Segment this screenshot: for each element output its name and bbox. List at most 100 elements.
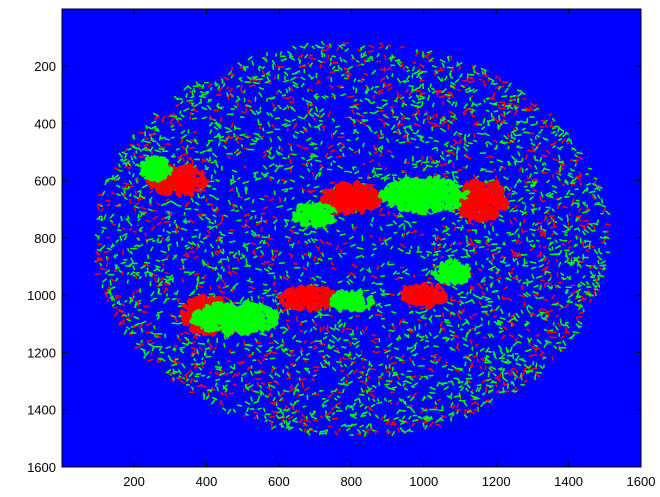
green-speckle [235,98,241,103]
red-speckle [342,242,348,245]
red-speckle [232,383,238,387]
green-speckle [191,117,198,120]
green-speckle [306,199,312,204]
red-speckle [226,86,230,90]
green-speckle [527,304,533,310]
green-speckle [128,193,132,197]
green-speckle [285,270,289,274]
green-speckle [529,228,536,232]
green-speckle [472,102,478,107]
green-speckle [183,85,189,91]
red-speckle [330,71,335,74]
red-speckle [255,378,262,381]
green-speckle [438,418,444,421]
red-speckle [161,237,165,241]
green-speckle [328,43,332,48]
red-speckle [190,352,194,358]
green-speckle [359,267,364,272]
green-speckle [251,138,257,143]
green-speckle [102,278,107,283]
green-speckle [551,185,558,189]
red-speckle [424,54,429,60]
red-speckle [229,73,235,76]
red-speckle [273,290,278,293]
green-speckle [207,265,212,269]
green-speckle [429,83,432,88]
red-speckle [266,237,274,241]
green-speckle [398,222,405,228]
green-speckle [137,218,141,222]
green-speckle [333,349,341,354]
red-speckle [362,389,366,393]
red-speckle [118,322,126,326]
green-speckle [576,256,580,260]
green-speckle [322,336,328,340]
green-speckle [404,117,411,120]
green-speckle [497,279,501,283]
red-speckle [485,155,491,159]
green-speckle [574,303,581,308]
red-speckle [135,289,141,293]
green-speckle [149,272,153,276]
red-speckle [523,180,528,185]
red-speckle [474,343,479,347]
green-speckle [460,255,465,259]
green-speckle [451,249,458,253]
green-speckle [295,383,299,389]
green-speckle [409,396,415,402]
red-speckle [176,337,182,341]
green-speckle [277,104,282,110]
red-speckle [400,243,406,249]
red-speckle [161,263,165,267]
green-speckle [593,177,598,180]
green-speckle [185,148,189,155]
green-speckle [562,277,567,281]
red-speckle [481,73,486,77]
green-speckle [448,329,456,334]
green-speckle [250,396,254,402]
green-speckle [431,64,437,68]
green-speckle [395,139,399,142]
green-speckle [317,59,323,64]
green-speckle [485,97,490,100]
red-speckle [387,211,390,215]
green-speckle [391,54,394,58]
green-speckle [335,125,340,129]
green-speckle [557,146,562,151]
green-speckle [277,90,282,94]
green-speckle [360,54,367,59]
red-speckle [321,125,326,128]
red-speckle [191,341,196,344]
green-speckle [165,369,172,374]
green-speckle [576,260,580,267]
red-speckle [330,133,333,139]
green-speckle [396,77,402,84]
red-speckle [453,141,458,147]
green-speckle [410,103,417,108]
green-speckle [180,258,187,261]
green-speckle [101,229,105,234]
red-speckle [367,428,373,431]
red-speckle [207,82,213,88]
red-speckle [511,323,515,327]
red-speckle [532,345,536,350]
red-speckle [534,373,541,378]
green-speckle [312,194,318,198]
green-speckle [378,381,381,386]
green-speckle [362,142,365,148]
red-speckle [375,350,381,354]
green-speckle [113,253,119,258]
red-speckle [412,392,418,398]
green-speckle [293,390,296,396]
red-speckle [139,343,145,347]
green-speckle [487,371,490,378]
green-speckle [425,272,429,277]
green-speckle [473,395,478,399]
green-speckle [116,228,122,232]
green-speckle [119,158,124,161]
green-speckle [147,343,154,348]
green-speckle [268,383,271,388]
red-speckle [426,114,430,119]
green-speckle [581,211,588,214]
red-speckle [449,295,453,302]
